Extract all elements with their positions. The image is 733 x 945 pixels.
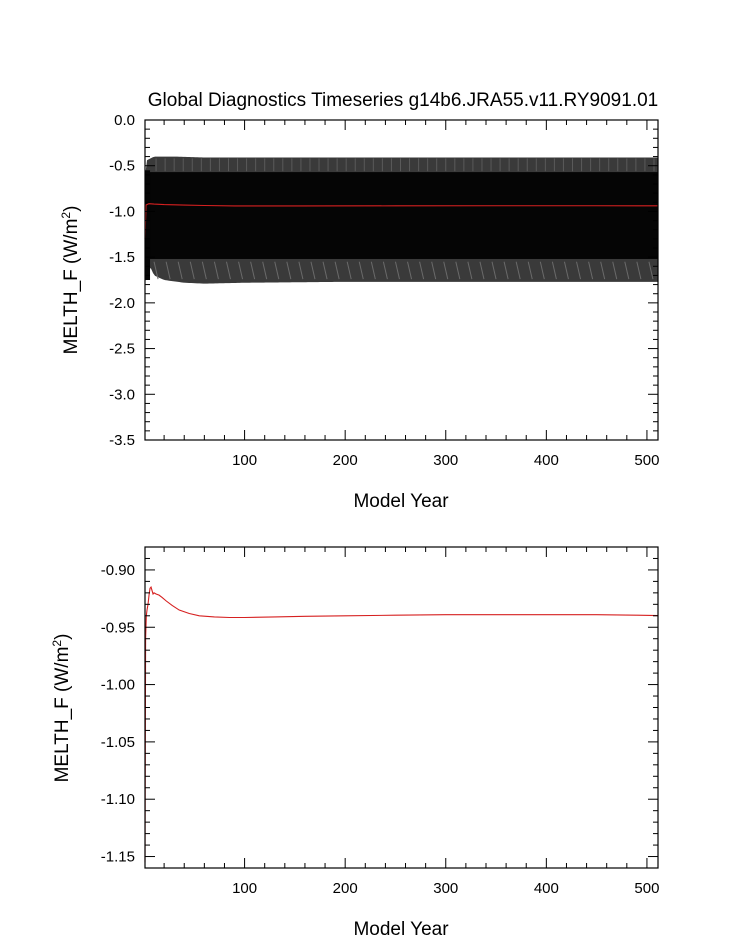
bottom-y-label-main: MELTH_F (W/m (52, 647, 73, 783)
spread-texture (238, 261, 244, 280)
top-y-tick-label: -3.5 (109, 432, 135, 449)
bottom-series-line-0 (144, 586, 659, 863)
bottom-y-label-sup: 2 (50, 640, 64, 647)
spread-texture (286, 261, 292, 280)
spread-texture (382, 261, 388, 280)
spread-texture (624, 261, 630, 280)
bottom-x-axis-label: Model Year (353, 919, 449, 940)
bottom-y-tick-label: -1.10 (101, 791, 135, 808)
bottom-y-tick-label: -0.95 (101, 619, 135, 636)
spread-core (147, 172, 658, 259)
top-x-axis-label: Model Year (353, 491, 449, 512)
top-x-tick-label: 100 (232, 452, 257, 469)
top-y-label-main: MELTH_F (W/m (61, 219, 82, 355)
spread-texture (346, 261, 352, 280)
top-x-tick-label: 500 (634, 452, 659, 469)
bottom-y-label-close: ) (52, 634, 73, 640)
bottom-panel: 100 200 300 400 500 -0.90 -0.95 -1.00 -1.05 -1.10… (50, 546, 659, 940)
top-y-tick-label: -3.0 (109, 386, 135, 403)
spread-texture (551, 261, 557, 280)
bottom-x-tick-label: 300 (433, 880, 458, 897)
top-y-tick-label: 0.0 (114, 112, 135, 129)
series-lines (144, 586, 659, 863)
spread-texture (189, 261, 195, 280)
spread-texture (225, 261, 231, 280)
spread-texture (298, 261, 304, 280)
top-plot-frame (144, 119, 659, 441)
top-x-tick-label: 400 (534, 452, 559, 469)
bottom-y-tick-label: -0.90 (101, 562, 135, 579)
top-series-line-0 (144, 203, 659, 239)
spread-texture (600, 261, 606, 280)
top-y-label-close: ) (61, 206, 82, 212)
top-y-tick-label: -1.5 (109, 249, 135, 266)
bottom-ticks: 100 200 300 400 500 -0.90 -0.95 -1.00 -1.05 -1.10… (101, 546, 659, 897)
spread-texture (370, 261, 376, 280)
spread-texture (491, 261, 497, 280)
bottom-y-tick-label: -1.00 (101, 677, 135, 694)
top-title: Global Diagnostics Timeseries g14b6.JRA5… (148, 90, 658, 111)
spread-texture (358, 261, 364, 280)
spread-texture (648, 261, 654, 280)
spread-texture (612, 261, 618, 280)
bottom-x-tick-label: 500 (634, 880, 659, 897)
spread-texture (177, 261, 183, 280)
top-y-label-sup: 2 (59, 212, 73, 219)
bottom-y-tick-label: -1.15 (101, 849, 135, 866)
top-y-tick-label: -2.0 (109, 295, 135, 312)
top-y-tick-label: -0.5 (109, 158, 135, 175)
spread-texture (394, 261, 400, 280)
spread-texture (407, 261, 413, 280)
spread-texture (165, 261, 171, 280)
bottom-y-tick-label: -1.05 (101, 734, 135, 751)
spread-texture (515, 261, 521, 280)
spread-texture (431, 261, 437, 280)
bottom-x-tick-label: 100 (232, 880, 257, 897)
bottom-y-axis-label: MELTH_F (W/m2) (50, 634, 73, 783)
top-x-tick-label: 300 (433, 452, 458, 469)
spread-texture (274, 261, 280, 280)
spread-texture (455, 261, 461, 280)
spread-texture (467, 261, 473, 280)
spread-texture (250, 261, 256, 280)
spread-texture (310, 261, 316, 280)
spread-texture (588, 261, 594, 280)
top-panel: Global Diagnostics Timeseries g14b6.JRA5… (59, 90, 659, 512)
spread-texture (201, 261, 207, 280)
spread-texture (443, 261, 449, 280)
spread-texture (479, 261, 485, 280)
bottom-x-tick-label: 200 (333, 880, 358, 897)
top-y-axis-label: MELTH_F (W/m2) (59, 206, 82, 355)
spread-texture (334, 261, 340, 280)
spread-texture (503, 261, 509, 280)
top-y-tick-label: -2.5 (109, 341, 135, 358)
spread-texture (419, 261, 425, 280)
spread-transient (145, 170, 151, 280)
top-x-tick-label: 200 (333, 452, 358, 469)
spread-texture (213, 261, 219, 280)
series-lines (144, 203, 659, 239)
spread-texture (262, 261, 268, 280)
spread-texture (539, 261, 545, 280)
top-y-tick-label: -1.0 (109, 203, 135, 220)
spread-texture (563, 261, 569, 280)
spread-texture (153, 261, 159, 280)
spread-texture (576, 261, 582, 280)
spread-texture (322, 261, 328, 280)
spread-texture (527, 261, 533, 280)
spread-band (145, 156, 658, 285)
bottom-x-tick-label: 400 (534, 880, 559, 897)
top-ticks: 100 200 300 400 500 0.0 -0.5 -1.0 -1.5 -2.0 -2.5 -3… (109, 112, 659, 469)
bottom-plot-frame (144, 546, 659, 869)
spread-texture (636, 261, 642, 280)
